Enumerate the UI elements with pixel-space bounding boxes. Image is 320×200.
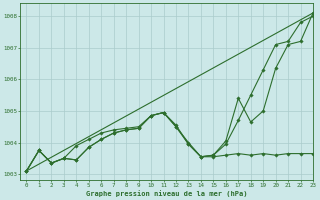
X-axis label: Graphe pression niveau de la mer (hPa): Graphe pression niveau de la mer (hPa): [86, 190, 247, 197]
